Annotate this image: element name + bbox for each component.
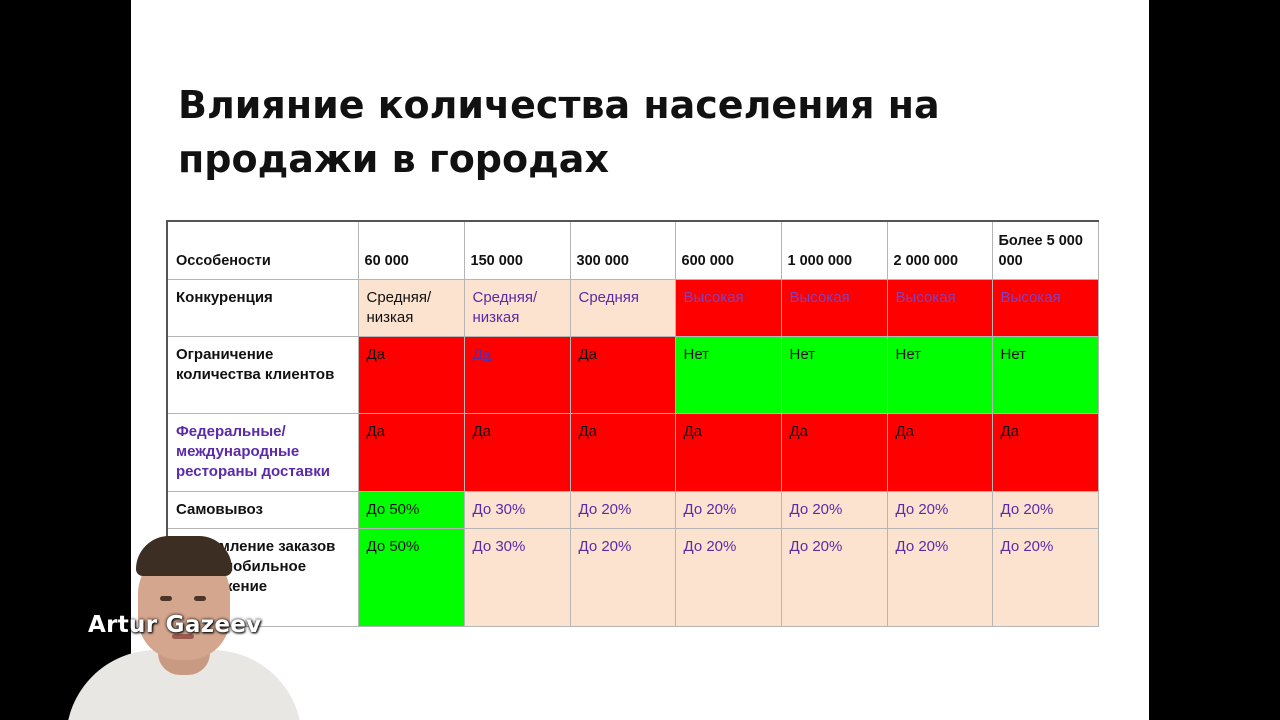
comparison-table: Оссобености 60 000 150 000 300 000 600 0…	[166, 220, 1099, 627]
table-cell: До 20%	[569, 490, 676, 529]
table-cell: Да	[674, 412, 782, 492]
table-cell: Средняя/низкая	[463, 278, 571, 337]
table-cell: Высокая	[674, 278, 782, 337]
table-cell: Средняя/низкая	[357, 278, 465, 337]
table-row: Оформление заказов через мобильное прило…	[166, 527, 1099, 627]
table-cell: Высокая	[886, 278, 993, 337]
row-label: Самовывоз	[166, 490, 359, 529]
table-cell: Нет	[674, 335, 782, 414]
table-row: Самовывоз До 50% До 30% До 20% До 20% До…	[166, 490, 1099, 529]
table-cell: Нет	[991, 335, 1099, 414]
presenter-mouth	[172, 634, 194, 639]
table-cell: Да	[357, 412, 465, 492]
table-cell: До 20%	[991, 527, 1099, 627]
table-cell: Да	[991, 412, 1099, 492]
header-row: Оссобености 60 000 150 000 300 000 600 0…	[166, 220, 1099, 280]
table-cell: До 20%	[886, 527, 993, 627]
row-label: Ограничение количества клиентов	[166, 335, 359, 414]
table-cell: Нет	[780, 335, 888, 414]
presenter-hair	[136, 536, 232, 576]
table-cell: До 20%	[991, 490, 1099, 529]
table-cell: До 20%	[886, 490, 993, 529]
column-header: 1 000 000	[780, 220, 888, 280]
table-cell: Да	[463, 412, 571, 492]
table-cell: До 20%	[569, 527, 676, 627]
table-cell: До 30%	[463, 490, 571, 529]
table-cell: До 20%	[780, 490, 888, 529]
title-line-2: продажи в городах	[178, 137, 609, 181]
table-cell: До 20%	[674, 490, 782, 529]
table-cell: До 50%	[357, 490, 465, 529]
column-header: 150 000	[463, 220, 571, 280]
column-header: Более 5 000 000	[991, 220, 1099, 280]
column-header: 300 000	[569, 220, 676, 280]
title-line-1: Влияние количества населения на	[178, 83, 940, 127]
table-cell: Высокая	[991, 278, 1099, 337]
table-cell: Да	[357, 335, 465, 414]
column-header: 600 000	[674, 220, 782, 280]
table-cell: Да	[886, 412, 993, 492]
table-cell: Да	[569, 335, 676, 414]
table-row: Ограничение количества клиентов Да Да Да…	[166, 335, 1099, 414]
table-cell: Средняя	[569, 278, 676, 337]
presenter-eye	[194, 596, 206, 601]
table-cell: Да	[780, 412, 888, 492]
column-header: 60 000	[357, 220, 465, 280]
table-cell: До 20%	[674, 527, 782, 627]
table-cell: Высокая	[780, 278, 888, 337]
table-row: Федеральные/международные рестораны дост…	[166, 412, 1099, 492]
slide-title: Влияние количества населения на продажи …	[178, 78, 1078, 186]
table-cell: До 30%	[463, 527, 571, 627]
table-cell: Нет	[886, 335, 993, 414]
presenter-webcam	[66, 530, 302, 720]
table-cell: Да	[463, 335, 571, 414]
row-label: Конкуренция	[166, 278, 359, 337]
table-cell: До 50%	[357, 527, 465, 627]
table-cell: До 20%	[780, 527, 888, 627]
header-label-cell: Оссобености	[166, 220, 359, 280]
presenter-name-overlay: Artur Gazeev	[88, 612, 262, 638]
row-label: Федеральные/международные рестораны дост…	[166, 412, 359, 492]
column-header: 2 000 000	[886, 220, 993, 280]
presenter-eye	[160, 596, 172, 601]
table-row: Конкуренция Средняя/низкая Средняя/низка…	[166, 278, 1099, 337]
table-cell: Да	[569, 412, 676, 492]
